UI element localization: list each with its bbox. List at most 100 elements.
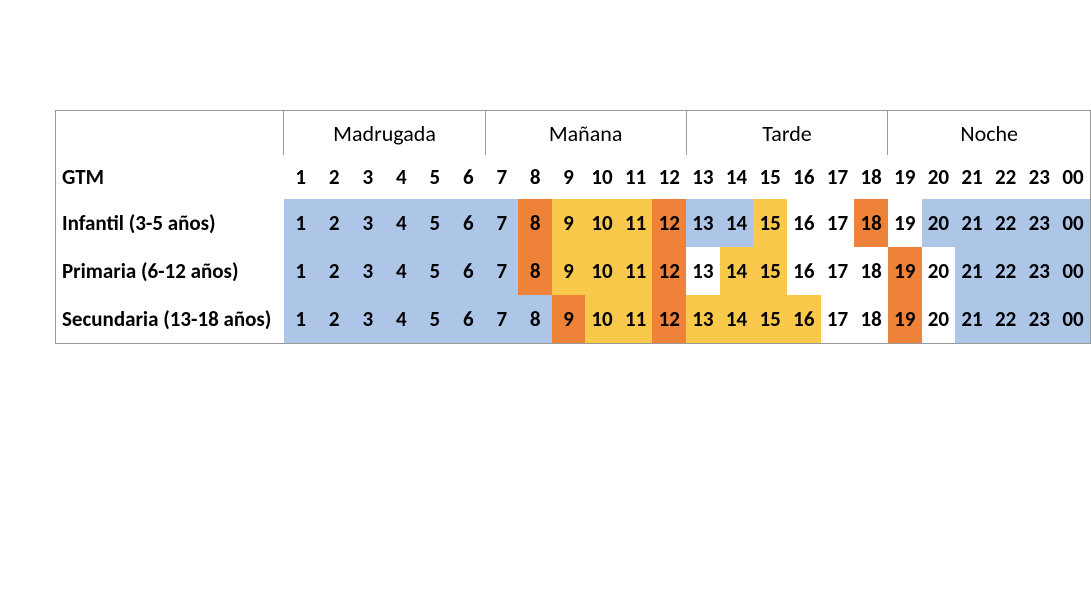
hour-cell: 18 xyxy=(854,199,888,247)
hour-cell: 8 xyxy=(518,295,551,344)
hour-cell: 15 xyxy=(753,199,787,247)
hour-cell: 12 xyxy=(652,247,686,295)
hour-header: 5 xyxy=(418,155,452,199)
hour-header: 23 xyxy=(1022,155,1056,199)
hour-cell: 6 xyxy=(452,295,486,344)
table-row: Secundaria (13-18 años)12345678910111213… xyxy=(56,295,1091,344)
hour-cell: 4 xyxy=(385,295,419,344)
hour-cell: 22 xyxy=(989,295,1023,344)
hour-cell: 12 xyxy=(652,199,686,247)
hour-header: 13 xyxy=(686,155,720,199)
period-header: Madrugada xyxy=(284,111,485,156)
hour-cell: 8 xyxy=(518,199,551,247)
hour-cell: 7 xyxy=(485,199,518,247)
gtm-header-row: GTM 123456789101112131415161718192021222… xyxy=(56,155,1091,199)
hour-cell: 15 xyxy=(753,295,787,344)
hour-header: 2 xyxy=(317,155,351,199)
hour-header: 1 xyxy=(284,155,318,199)
hour-cell: 23 xyxy=(1022,247,1056,295)
hour-cell: 7 xyxy=(485,247,518,295)
hour-cell: 18 xyxy=(854,295,888,344)
hour-header: 8 xyxy=(518,155,551,199)
hour-cell: 6 xyxy=(452,199,486,247)
hour-cell: 8 xyxy=(518,247,551,295)
hour-cell: 19 xyxy=(888,199,922,247)
hour-cell: 11 xyxy=(619,247,653,295)
hour-cell: 20 xyxy=(922,247,956,295)
hour-header: 4 xyxy=(385,155,419,199)
hour-cell: 4 xyxy=(385,199,419,247)
hour-header: 16 xyxy=(787,155,821,199)
hour-header: 22 xyxy=(989,155,1023,199)
hour-cell: 10 xyxy=(585,199,619,247)
hour-cell: 5 xyxy=(418,199,452,247)
hour-cell: 5 xyxy=(418,247,452,295)
hour-cell: 19 xyxy=(888,247,922,295)
hour-cell: 20 xyxy=(922,295,956,344)
hour-header: 3 xyxy=(351,155,385,199)
hour-cell: 14 xyxy=(720,295,754,344)
hour-cell: 1 xyxy=(284,295,318,344)
hour-cell: 00 xyxy=(1056,199,1090,247)
hour-header: 00 xyxy=(1056,155,1090,199)
period-header: Mañana xyxy=(485,111,686,156)
hour-cell: 10 xyxy=(585,247,619,295)
hour-cell: 16 xyxy=(787,247,821,295)
hour-cell: 9 xyxy=(552,247,585,295)
hour-cell: 2 xyxy=(317,295,351,344)
hour-header: 7 xyxy=(485,155,518,199)
hour-cell: 14 xyxy=(720,199,754,247)
hour-header: 18 xyxy=(854,155,888,199)
hour-cell: 19 xyxy=(888,295,922,344)
hour-cell: 3 xyxy=(351,247,385,295)
hour-cell: 23 xyxy=(1022,199,1056,247)
hour-cell: 1 xyxy=(284,199,318,247)
hour-cell: 17 xyxy=(821,247,855,295)
hour-cell: 5 xyxy=(418,295,452,344)
hour-cell: 6 xyxy=(452,247,486,295)
hour-header: 15 xyxy=(753,155,787,199)
hour-cell: 1 xyxy=(284,247,318,295)
hour-cell: 18 xyxy=(854,247,888,295)
hour-header: 11 xyxy=(619,155,653,199)
schedule-table-container: MadrugadaMañanaTardeNoche GTM 1234567891… xyxy=(55,110,1091,344)
row-label: Secundaria (13-18 años) xyxy=(56,295,284,344)
hour-cell: 13 xyxy=(686,295,720,344)
hour-cell: 13 xyxy=(686,199,720,247)
hour-header: 6 xyxy=(452,155,486,199)
hour-header: 10 xyxy=(585,155,619,199)
row-label: Primaria (6-12 años) xyxy=(56,247,284,295)
hour-cell: 12 xyxy=(652,295,686,344)
hour-cell: 13 xyxy=(686,247,720,295)
hour-cell: 14 xyxy=(720,247,754,295)
hour-cell: 17 xyxy=(821,199,855,247)
hour-header: 17 xyxy=(821,155,855,199)
period-header-row: MadrugadaMañanaTardeNoche xyxy=(56,111,1091,156)
hour-cell: 23 xyxy=(1022,295,1056,344)
hour-header: 21 xyxy=(955,155,989,199)
hour-cell: 9 xyxy=(552,199,585,247)
table-row: Primaria (6-12 años)12345678910111213141… xyxy=(56,247,1091,295)
hour-cell: 21 xyxy=(955,247,989,295)
hour-cell: 11 xyxy=(619,199,653,247)
hour-cell: 22 xyxy=(989,199,1023,247)
row-label: Infantil (3-5 años) xyxy=(56,199,284,247)
hour-cell: 9 xyxy=(552,295,585,344)
hour-cell: 10 xyxy=(585,295,619,344)
hour-cell: 2 xyxy=(317,247,351,295)
period-header: Noche xyxy=(888,111,1091,156)
gtm-label: GTM xyxy=(56,155,284,199)
hour-cell: 16 xyxy=(787,295,821,344)
table-row: Infantil (3-5 años)1 23 456789101112131415… xyxy=(56,199,1091,247)
hour-header: 19 xyxy=(888,155,922,199)
hour-cell: 3 xyxy=(351,295,385,344)
hour-cell: 7 xyxy=(485,295,518,344)
hour-cell: 15 xyxy=(753,247,787,295)
hour-header: 9 xyxy=(552,155,585,199)
schedule-body: Infantil (3-5 años)123456789101112131415… xyxy=(56,199,1091,344)
hour-cell: 21 xyxy=(955,199,989,247)
header-blank xyxy=(56,111,284,156)
hour-cell: 3 xyxy=(351,199,385,247)
schedule-table: MadrugadaMañanaTardeNoche GTM 1234567891… xyxy=(55,110,1091,344)
hour-cell: 21 xyxy=(955,295,989,344)
